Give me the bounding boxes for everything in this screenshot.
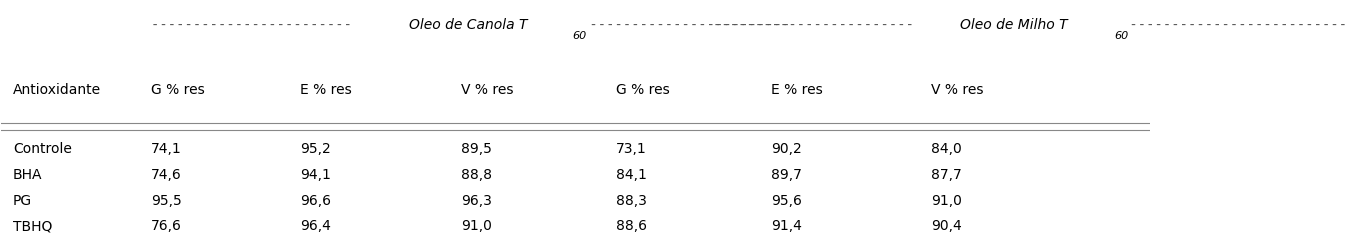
Text: 95,6: 95,6 [770, 194, 801, 208]
Text: 60: 60 [571, 31, 586, 41]
Text: 90,4: 90,4 [931, 219, 962, 233]
Text: E % res: E % res [300, 83, 351, 97]
Text: 90,2: 90,2 [770, 142, 801, 156]
Text: 84,1: 84,1 [616, 168, 647, 182]
Text: 88,6: 88,6 [616, 219, 647, 233]
Text: Oleo de Milho T: Oleo de Milho T [961, 18, 1067, 33]
Text: 89,5: 89,5 [461, 142, 492, 156]
Text: 88,3: 88,3 [616, 194, 647, 208]
Text: V % res: V % res [461, 83, 513, 97]
Text: 94,1: 94,1 [300, 168, 331, 182]
Text: 91,4: 91,4 [770, 219, 801, 233]
Text: 95,5: 95,5 [151, 194, 181, 208]
Text: 95,2: 95,2 [300, 142, 331, 156]
Text: 74,6: 74,6 [151, 168, 181, 182]
Text: 89,7: 89,7 [770, 168, 801, 182]
Text: Controle: Controle [14, 142, 72, 156]
Text: ------------------------: ------------------------ [581, 18, 790, 33]
Text: ------------------------: ------------------------ [151, 18, 359, 33]
Text: --------------------------: -------------------------- [1121, 18, 1347, 33]
Text: 88,8: 88,8 [461, 168, 492, 182]
Text: Antioxidante: Antioxidante [14, 83, 101, 97]
Text: 76,6: 76,6 [151, 219, 181, 233]
Text: 96,6: 96,6 [300, 194, 331, 208]
Text: 91,0: 91,0 [931, 194, 962, 208]
Text: 96,4: 96,4 [300, 219, 331, 233]
Text: G % res: G % res [151, 83, 204, 97]
Text: PG: PG [14, 194, 32, 208]
Text: 91,0: 91,0 [461, 219, 492, 233]
Text: Oleo de Canola T: Oleo de Canola T [409, 18, 527, 33]
Text: 73,1: 73,1 [616, 142, 647, 156]
Text: TBHQ: TBHQ [14, 219, 53, 233]
Text: 74,1: 74,1 [151, 142, 181, 156]
Text: 84,0: 84,0 [931, 142, 962, 156]
Text: BHA: BHA [14, 168, 42, 182]
Text: ------------------------: ------------------------ [713, 18, 923, 33]
Text: 87,7: 87,7 [931, 168, 962, 182]
Text: E % res: E % res [770, 83, 823, 97]
Text: V % res: V % res [931, 83, 984, 97]
Text: 60: 60 [1115, 31, 1128, 41]
Text: 96,3: 96,3 [461, 194, 492, 208]
Text: G % res: G % res [616, 83, 670, 97]
